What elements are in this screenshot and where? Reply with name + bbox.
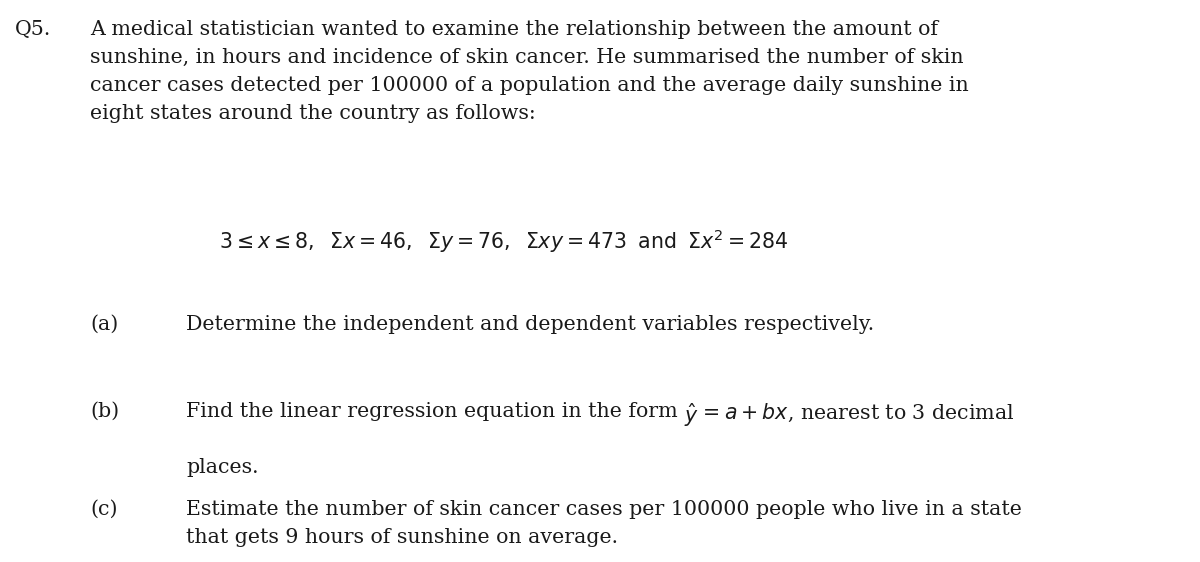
Text: Q5.: Q5. xyxy=(14,20,50,39)
Text: (b): (b) xyxy=(90,402,119,421)
Text: Find the linear regression equation in the form: Find the linear regression equation in t… xyxy=(186,402,684,421)
Text: $=a+bx$, nearest to 3 decimal: $=a+bx$, nearest to 3 decimal xyxy=(698,402,1014,424)
Text: $\hat{y}$: $\hat{y}$ xyxy=(684,402,698,429)
Text: Estimate the number of skin cancer cases per 100000 people who live in a state
t: Estimate the number of skin cancer cases… xyxy=(186,500,1022,547)
Text: A medical statistician wanted to examine the relationship between the amount of
: A medical statistician wanted to examine… xyxy=(90,20,968,123)
Text: (c): (c) xyxy=(90,500,118,519)
Text: (a): (a) xyxy=(90,315,119,334)
Text: Determine the independent and dependent variables respectively.: Determine the independent and dependent … xyxy=(186,315,874,334)
Text: $3\leq x\leq 8,\;\; \Sigma x=46,\;\; \Sigma y=76,\;\; \Sigma xy=473\;\;\mathrm{a: $3\leq x\leq 8,\;\; \Sigma x=46,\;\; \Si… xyxy=(220,228,788,255)
Text: places.: places. xyxy=(186,458,258,477)
